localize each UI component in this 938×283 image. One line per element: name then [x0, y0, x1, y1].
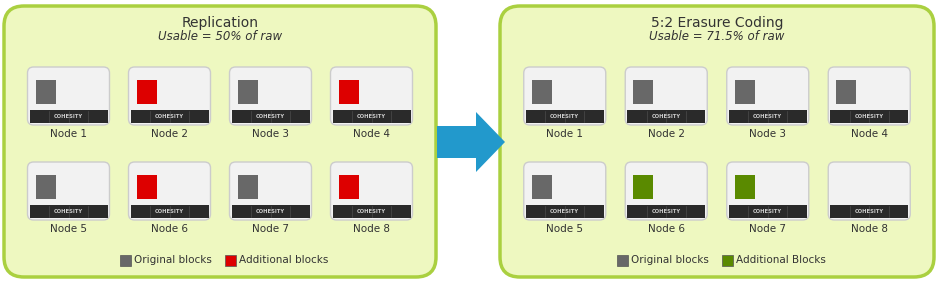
FancyBboxPatch shape: [129, 67, 210, 125]
Bar: [232, 110, 310, 123]
FancyBboxPatch shape: [828, 67, 910, 125]
Text: Node 1: Node 1: [546, 129, 583, 139]
Text: Node 8: Node 8: [851, 224, 887, 234]
Bar: [36, 175, 55, 199]
FancyBboxPatch shape: [330, 67, 413, 125]
Bar: [617, 255, 628, 266]
Text: Additional Blocks: Additional Blocks: [736, 255, 825, 265]
Text: COHESITY: COHESITY: [753, 114, 782, 119]
Bar: [628, 110, 705, 123]
Text: COHESITY: COHESITY: [551, 114, 580, 119]
Text: COHESITY: COHESITY: [652, 209, 681, 214]
Text: Node 5: Node 5: [546, 224, 583, 234]
Text: COHESITY: COHESITY: [753, 209, 782, 214]
Bar: [532, 175, 552, 199]
FancyBboxPatch shape: [828, 162, 910, 220]
Text: Node 3: Node 3: [252, 129, 289, 139]
Text: Node 8: Node 8: [353, 224, 390, 234]
Bar: [729, 205, 807, 218]
FancyBboxPatch shape: [4, 6, 436, 277]
Text: Node 1: Node 1: [50, 129, 87, 139]
Text: Original blocks: Original blocks: [134, 255, 212, 265]
Bar: [830, 110, 908, 123]
FancyBboxPatch shape: [626, 67, 707, 125]
Bar: [532, 80, 552, 104]
Text: Usable = 50% of raw: Usable = 50% of raw: [158, 30, 282, 43]
Bar: [633, 80, 653, 104]
Bar: [734, 80, 755, 104]
Bar: [339, 175, 358, 199]
Text: COHESITY: COHESITY: [652, 114, 681, 119]
Bar: [237, 80, 258, 104]
Bar: [232, 205, 310, 218]
Bar: [332, 110, 411, 123]
Bar: [130, 205, 208, 218]
Bar: [29, 205, 108, 218]
Text: Node 6: Node 6: [151, 224, 188, 234]
Text: COHESITY: COHESITY: [54, 114, 83, 119]
Bar: [130, 110, 208, 123]
Bar: [332, 205, 411, 218]
Text: Replication: Replication: [181, 16, 259, 30]
Text: COHESITY: COHESITY: [357, 114, 386, 119]
FancyBboxPatch shape: [230, 67, 311, 125]
Bar: [628, 205, 705, 218]
FancyBboxPatch shape: [500, 6, 934, 277]
Text: Node 7: Node 7: [749, 224, 786, 234]
Bar: [225, 255, 236, 266]
FancyBboxPatch shape: [523, 67, 606, 125]
Text: COHESITY: COHESITY: [256, 114, 285, 119]
FancyBboxPatch shape: [626, 162, 707, 220]
Text: Node 2: Node 2: [151, 129, 188, 139]
Bar: [36, 80, 55, 104]
Text: 5:2 Erasure Coding: 5:2 Erasure Coding: [651, 16, 783, 30]
FancyBboxPatch shape: [727, 162, 809, 220]
Bar: [137, 80, 157, 104]
Text: Node 3: Node 3: [749, 129, 786, 139]
Text: COHESITY: COHESITY: [551, 209, 580, 214]
Text: Usable = 71.5% of raw: Usable = 71.5% of raw: [649, 30, 785, 43]
Bar: [29, 110, 108, 123]
Bar: [526, 110, 604, 123]
Bar: [830, 205, 908, 218]
Text: Node 7: Node 7: [252, 224, 289, 234]
Text: COHESITY: COHESITY: [357, 209, 386, 214]
Text: COHESITY: COHESITY: [155, 114, 184, 119]
Text: Original blocks: Original blocks: [631, 255, 709, 265]
Text: Node 2: Node 2: [648, 129, 685, 139]
FancyBboxPatch shape: [129, 162, 210, 220]
Bar: [837, 80, 856, 104]
Text: COHESITY: COHESITY: [855, 209, 884, 214]
FancyBboxPatch shape: [727, 67, 809, 125]
Text: Node 5: Node 5: [50, 224, 87, 234]
Text: Node 4: Node 4: [353, 129, 390, 139]
Bar: [120, 255, 131, 266]
Bar: [734, 175, 755, 199]
Text: COHESITY: COHESITY: [54, 209, 83, 214]
Text: COHESITY: COHESITY: [855, 114, 884, 119]
Text: COHESITY: COHESITY: [256, 209, 285, 214]
Text: Node 4: Node 4: [851, 129, 887, 139]
Bar: [339, 80, 358, 104]
Bar: [729, 110, 807, 123]
Bar: [633, 175, 653, 199]
Bar: [722, 255, 733, 266]
Bar: [237, 175, 258, 199]
FancyBboxPatch shape: [27, 162, 110, 220]
FancyBboxPatch shape: [230, 162, 311, 220]
Bar: [526, 205, 604, 218]
Text: COHESITY: COHESITY: [155, 209, 184, 214]
FancyBboxPatch shape: [523, 162, 606, 220]
FancyBboxPatch shape: [330, 162, 413, 220]
Polygon shape: [437, 112, 505, 172]
Bar: [137, 175, 157, 199]
FancyBboxPatch shape: [27, 67, 110, 125]
Text: Additional blocks: Additional blocks: [239, 255, 328, 265]
Text: Node 6: Node 6: [648, 224, 685, 234]
